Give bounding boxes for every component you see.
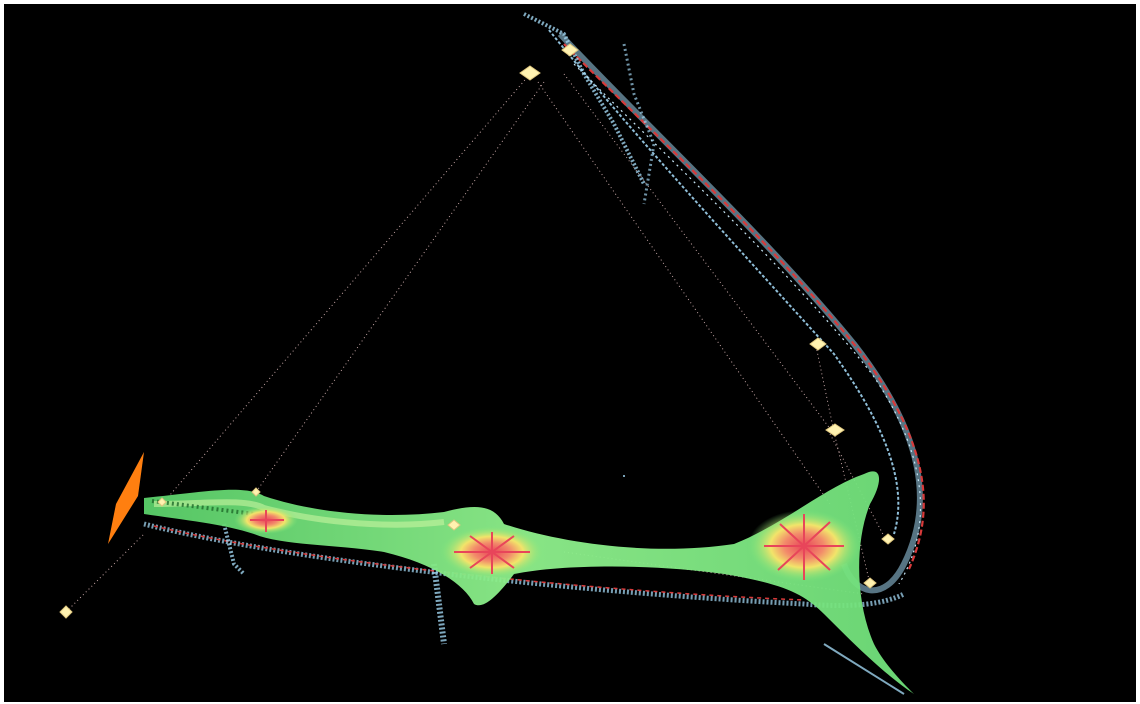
stray-point — [623, 475, 625, 477]
fractal-scene — [4, 4, 1136, 702]
render-viewport[interactable] — [4, 4, 1136, 702]
scene-background — [4, 4, 1136, 702]
